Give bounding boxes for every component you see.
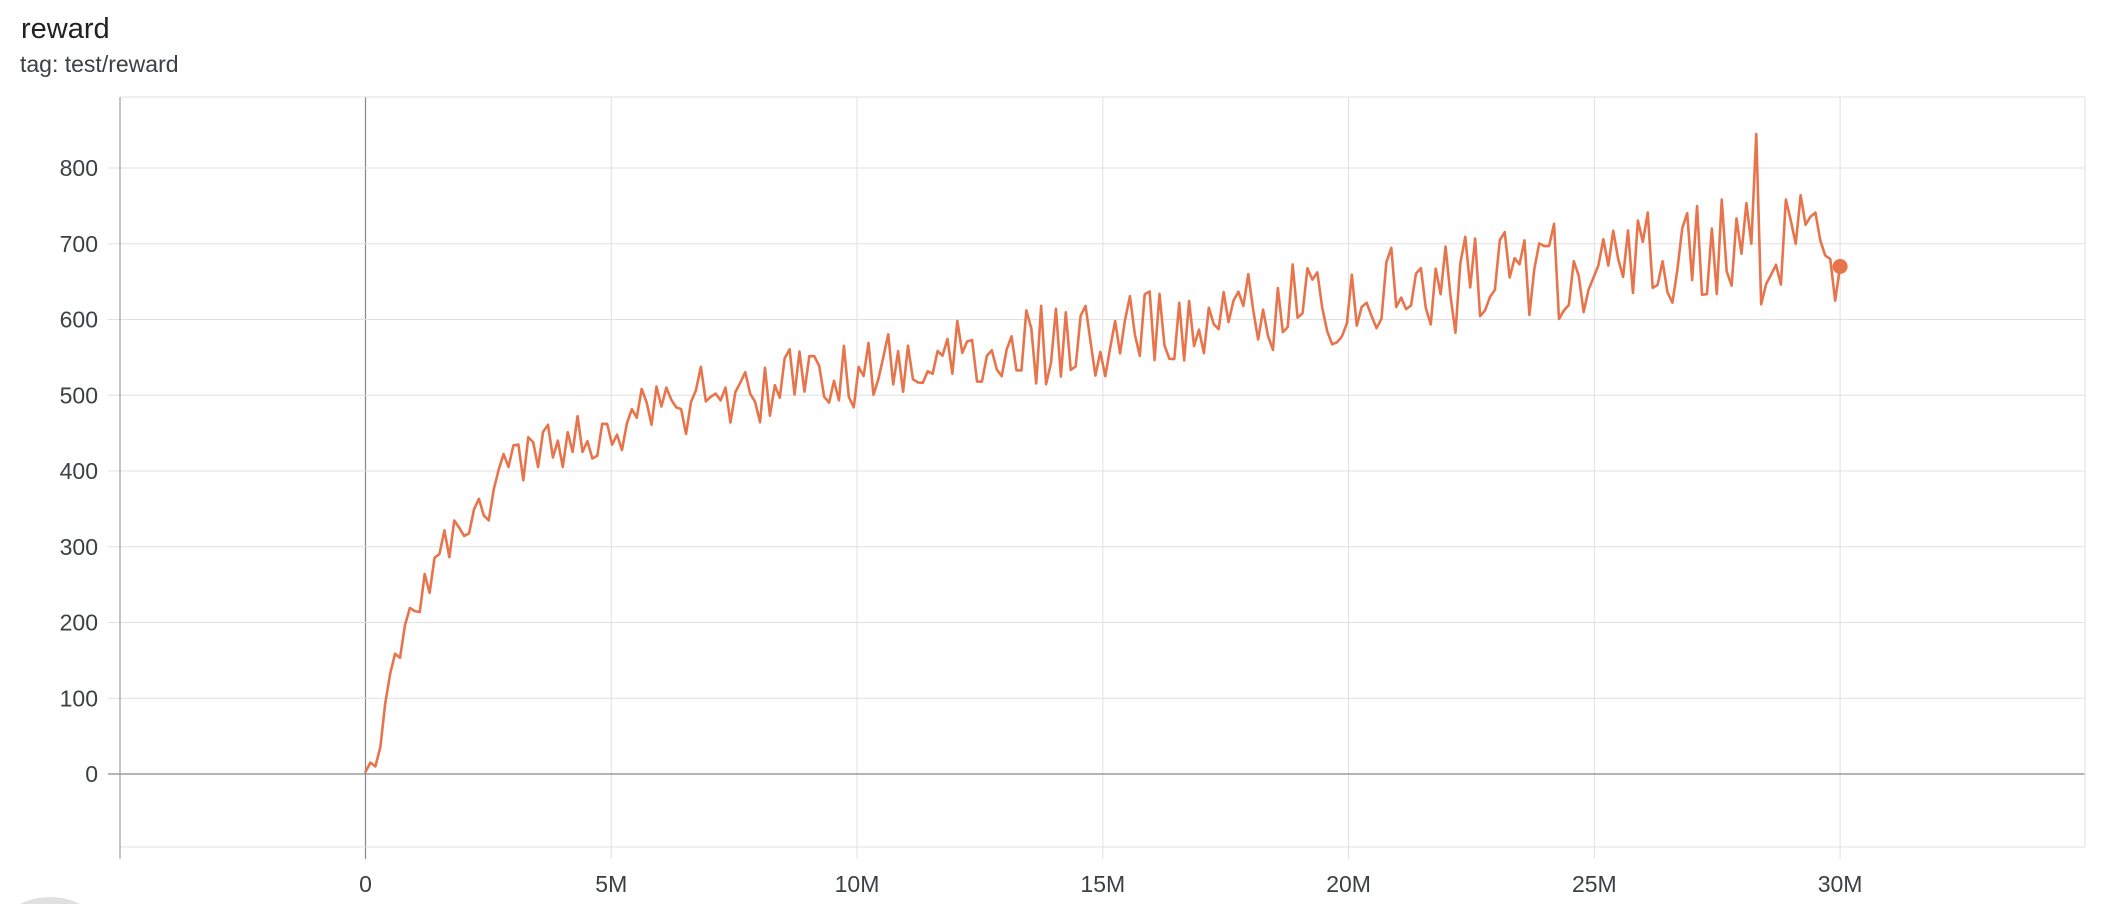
svg-text:600: 600	[60, 307, 98, 333]
svg-text:200: 200	[60, 610, 98, 636]
svg-text:10M: 10M	[835, 871, 880, 897]
svg-text:300: 300	[60, 534, 98, 560]
svg-text:700: 700	[60, 231, 98, 257]
svg-text:15M: 15M	[1080, 871, 1125, 897]
svg-text:800: 800	[60, 155, 98, 181]
svg-text:500: 500	[60, 382, 98, 408]
svg-text:30M: 30M	[1818, 871, 1863, 897]
svg-text:400: 400	[60, 458, 98, 484]
svg-text:100: 100	[60, 685, 98, 711]
svg-text:0: 0	[85, 761, 98, 787]
svg-text:20M: 20M	[1326, 871, 1371, 897]
svg-text:0: 0	[359, 871, 372, 897]
svg-text:5M: 5M	[595, 871, 627, 897]
svg-text:25M: 25M	[1572, 871, 1617, 897]
